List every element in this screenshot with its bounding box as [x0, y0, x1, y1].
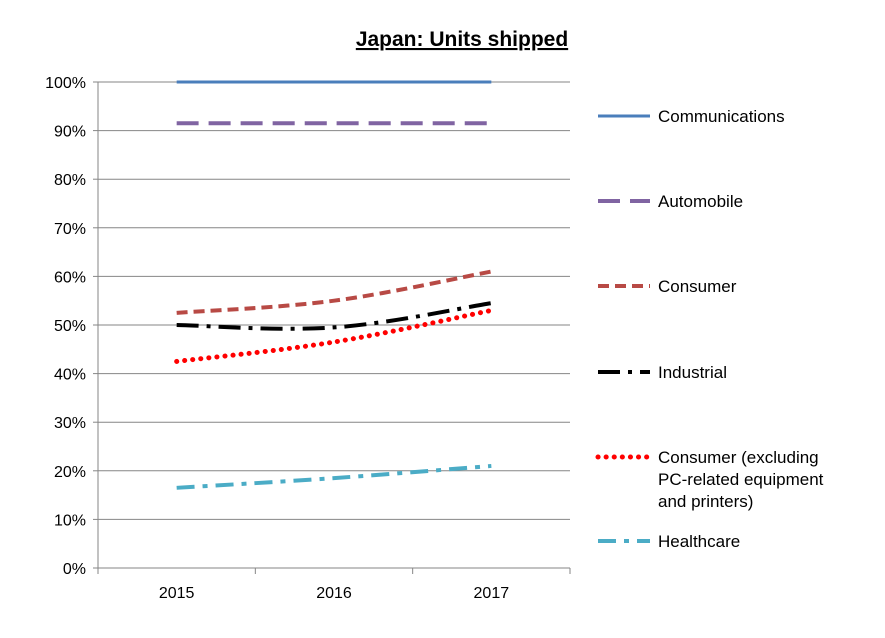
series-line — [176, 463, 492, 490]
y-tick-label: 40% — [54, 367, 86, 384]
legend-label: Automobile — [658, 192, 743, 211]
legend: Communications Automobile Consumer Industri… — [595, 107, 824, 551]
y-tick-label: 0% — [63, 561, 86, 578]
legend-label: PC-related equipment — [658, 470, 824, 489]
x-tick-label: 2016 — [316, 585, 352, 602]
y-tick-label: 10% — [54, 512, 86, 529]
legend-label: and printers) — [658, 492, 753, 511]
series-lines — [174, 80, 494, 490]
y-axis-ticks: 0% 10% 20% 30% 40% 50% 60% 70% 80% 90% 100% — [45, 75, 98, 578]
legend-label: Consumer (excluding — [658, 448, 819, 467]
y-tick-label: 30% — [54, 415, 86, 432]
y-tick-label: 50% — [54, 318, 86, 335]
y-tick-label: 100% — [45, 75, 86, 92]
legend-label: Communications — [658, 107, 785, 126]
legend-label: Consumer — [658, 277, 737, 296]
y-tick-label: 60% — [54, 269, 86, 286]
legend-label: Industrial — [658, 363, 727, 382]
series-line — [174, 307, 494, 364]
y-tick-label: 80% — [54, 172, 86, 189]
y-tick-label: 90% — [54, 124, 86, 141]
chart-title: Japan: Units shipped — [356, 28, 568, 51]
y-tick-label: 70% — [54, 221, 86, 238]
legend-label: Healthcare — [658, 532, 740, 551]
x-axis-ticks: 2015 2016 2017 — [97, 568, 571, 602]
series-line — [176, 301, 492, 331]
y-tick-label: 20% — [54, 464, 86, 481]
x-tick-label: 2017 — [474, 585, 510, 602]
series-line — [176, 269, 492, 315]
x-tick-label: 2015 — [159, 585, 195, 602]
